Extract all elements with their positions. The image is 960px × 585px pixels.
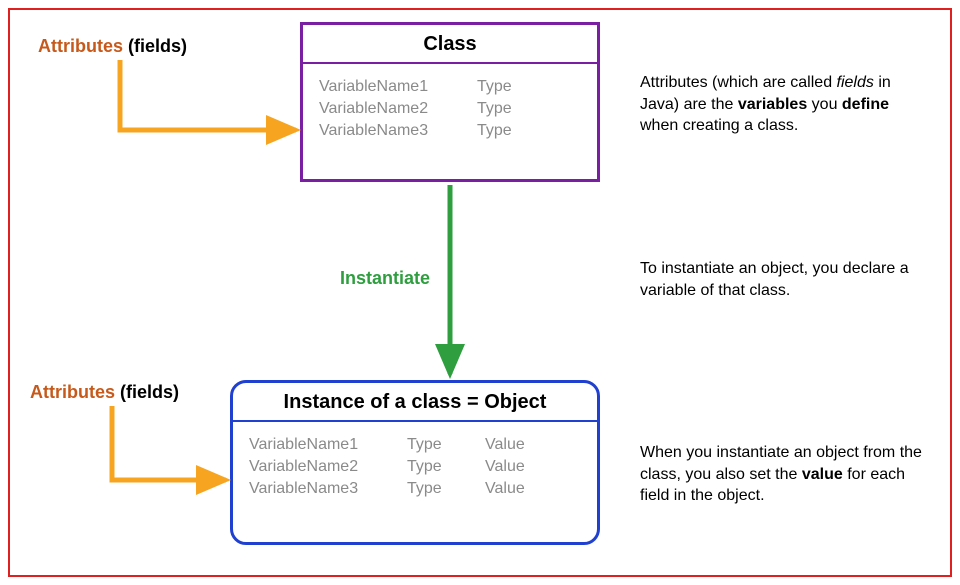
field-type: Type bbox=[407, 436, 457, 454]
instance-box: Instance of a class = Object VariableNam… bbox=[230, 380, 600, 545]
class-field-row: VariableName1 Type bbox=[319, 78, 581, 96]
description-value: When you instantiate an object from the … bbox=[640, 442, 930, 507]
attributes-label-top-suffix: (fields) bbox=[128, 36, 187, 56]
instance-field-row: VariableName1 Type Value bbox=[249, 436, 581, 454]
instance-box-body: VariableName1TypeValueVariableName2TypeV… bbox=[233, 422, 597, 514]
field-value: Value bbox=[485, 458, 535, 476]
field-value: Value bbox=[485, 480, 535, 498]
instance-field-row: VariableName3 Type Value bbox=[249, 480, 581, 498]
field-name: VariableName2 bbox=[319, 100, 449, 118]
class-box: Class VariableName1 Type VariableName2 Type… bbox=[300, 22, 600, 182]
field-name: VariableName1 bbox=[319, 78, 449, 96]
field-name: VariableName1 bbox=[249, 436, 379, 454]
class-field-row: VariableName3 Type bbox=[319, 122, 581, 140]
description-instantiate: To instantiate an object, you declare a … bbox=[640, 258, 930, 301]
description-attributes: Attributes (which are called fields in J… bbox=[640, 72, 930, 137]
attributes-label-bottom: Attributes (fields) bbox=[30, 382, 179, 403]
attributes-label-bottom-text: Attributes bbox=[30, 382, 115, 402]
attributes-label-top-text: Attributes bbox=[38, 36, 123, 56]
attributes-label-bottom-suffix: (fields) bbox=[120, 382, 179, 402]
class-box-title: Class bbox=[303, 25, 597, 64]
instantiate-label: Instantiate bbox=[340, 268, 430, 289]
field-name: VariableName3 bbox=[319, 122, 449, 140]
field-type: Type bbox=[477, 100, 527, 118]
field-value: Value bbox=[485, 436, 535, 454]
instance-box-title: Instance of a class = Object bbox=[233, 383, 597, 422]
field-type: Type bbox=[407, 480, 457, 498]
attributes-label-top: Attributes (fields) bbox=[38, 36, 187, 57]
field-type: Type bbox=[407, 458, 457, 476]
field-name: VariableName2 bbox=[249, 458, 379, 476]
field-type: Type bbox=[477, 78, 527, 96]
class-box-body: VariableName1TypeVariableName2TypeVariab… bbox=[303, 64, 597, 156]
instance-field-row: VariableName2 Type Value bbox=[249, 458, 581, 476]
field-name: VariableName3 bbox=[249, 480, 379, 498]
field-type: Type bbox=[477, 122, 527, 140]
class-field-row: VariableName2 Type bbox=[319, 100, 581, 118]
